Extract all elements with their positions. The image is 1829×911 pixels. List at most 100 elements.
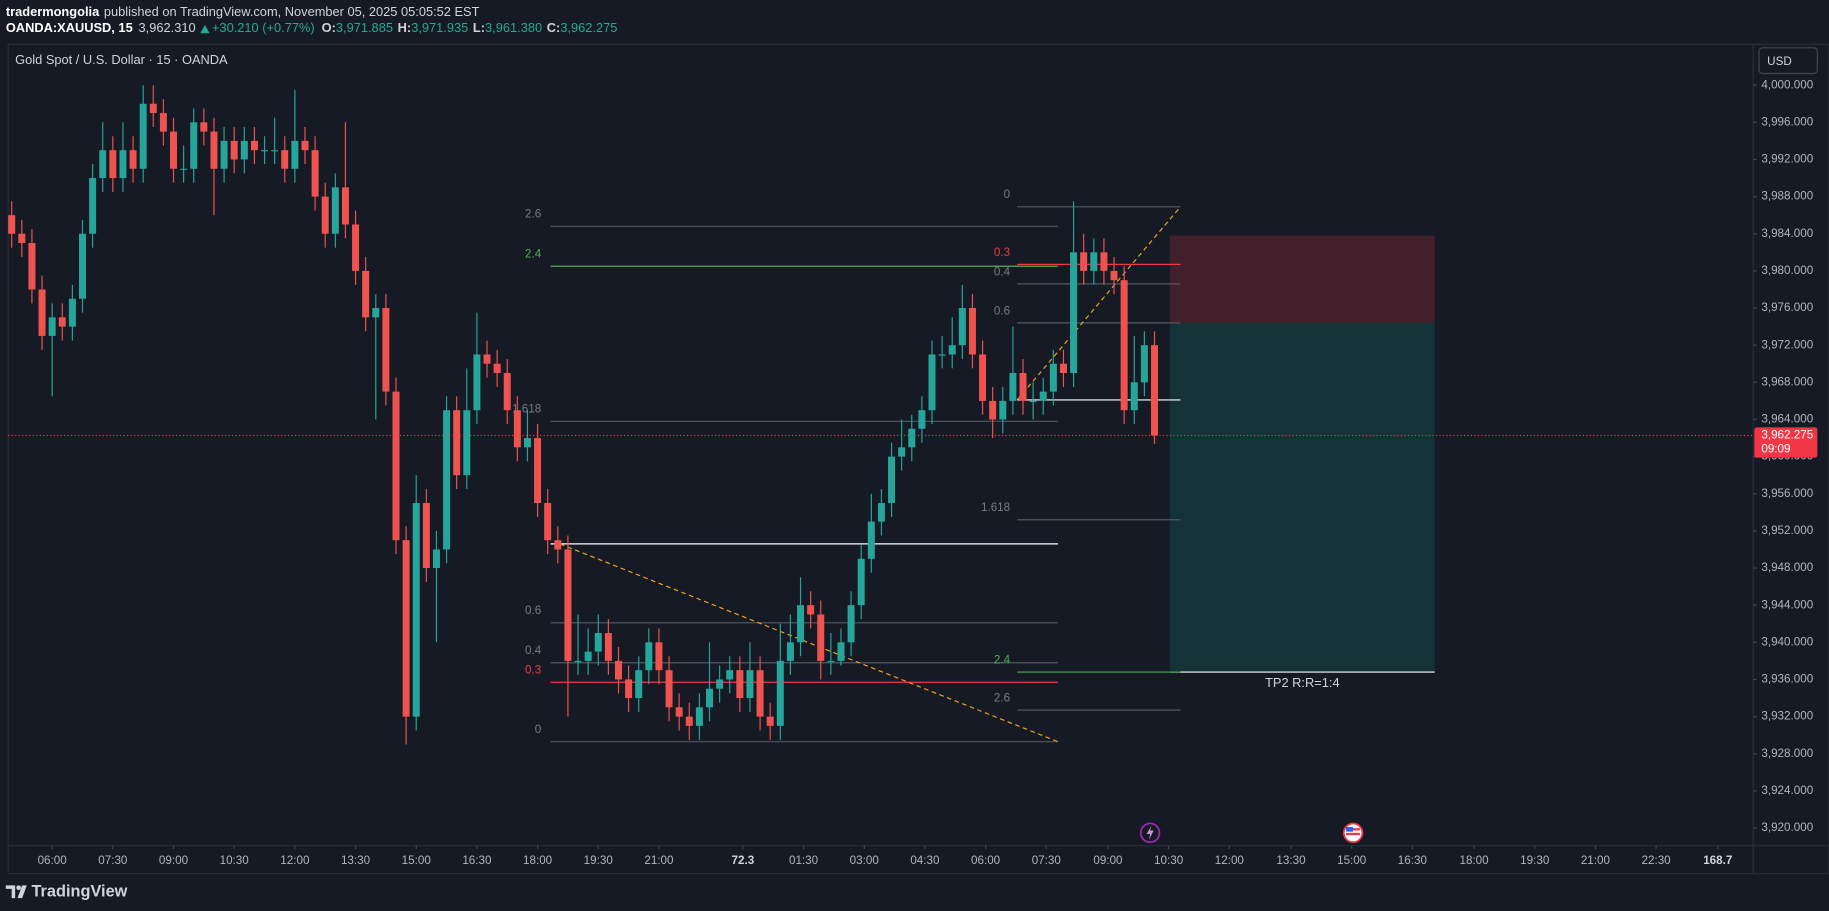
candle-body	[1110, 270, 1118, 281]
candle-body	[756, 670, 764, 717]
price: 3,962.310	[139, 21, 196, 36]
candle-body	[645, 642, 653, 671]
y-tick-label: 3,968.000	[1761, 375, 1813, 388]
x-tick-label: 12:00	[1215, 854, 1245, 867]
y-tick-label: 3,996.000	[1761, 115, 1813, 128]
candle-body	[18, 233, 26, 244]
candle-body	[675, 707, 683, 717]
candle-body	[523, 438, 531, 448]
y-tick-label: 3,952.000	[1761, 524, 1813, 537]
candle-body	[766, 716, 774, 726]
y-tick-label: 3,956.000	[1761, 487, 1813, 500]
candle-body	[200, 122, 208, 132]
x-tick-label: 72.3	[732, 854, 755, 867]
x-tick-label: 16:30	[462, 854, 492, 867]
candle-body	[28, 243, 36, 290]
lightning	[1146, 825, 1154, 840]
candle-body	[271, 150, 279, 152]
candle-body	[807, 605, 815, 615]
candle-body	[463, 410, 471, 476]
candle-body	[422, 503, 430, 569]
fib-label: 0.4	[525, 644, 542, 657]
y-tick-label: 3,964.000	[1761, 413, 1813, 426]
candle-body	[938, 354, 946, 356]
x-tick-label: 13:30	[341, 854, 371, 867]
candle-body	[68, 298, 76, 327]
fib-label: 0.3	[525, 664, 541, 677]
y-tick-label: 3,932.000	[1761, 710, 1813, 723]
candle-body	[584, 651, 592, 661]
candle-body	[655, 642, 663, 671]
chart-title: Gold Spot / U.S. Dollar · 15 · OANDA	[15, 52, 228, 67]
x-tick-label: 16:30	[1398, 854, 1428, 867]
flag-canton	[1346, 827, 1354, 832]
candle-body	[898, 447, 906, 457]
y-tick-label: 3,936.000	[1761, 673, 1813, 686]
fib-label: 0.3	[994, 246, 1010, 259]
y-tick-label: 3,944.000	[1761, 598, 1813, 611]
y-tick-label: 3,928.000	[1761, 747, 1813, 760]
ohlc-label: C:	[547, 21, 561, 36]
candle-body	[918, 410, 926, 429]
candle-body	[1130, 382, 1138, 411]
candle-body	[1049, 363, 1057, 392]
logo-mark	[5, 885, 27, 899]
candle-body	[372, 308, 380, 318]
fib-label: 0.6	[994, 304, 1010, 317]
y-tick-label: 3,980.000	[1761, 264, 1813, 277]
candle-body	[38, 289, 46, 336]
y-tick-label: 3,924.000	[1761, 784, 1813, 797]
candle-body	[78, 233, 86, 299]
header-line-1: tradermongolia published on TradingView.c…	[6, 4, 480, 19]
candle-body	[240, 140, 248, 160]
x-tick-label: 13:30	[1276, 854, 1306, 867]
candle-body	[706, 688, 714, 708]
candle-body	[948, 345, 956, 355]
stop-zone	[1169, 235, 1435, 323]
trend-line	[1016, 206, 1181, 401]
candle-body	[685, 716, 693, 726]
candle-body	[1150, 345, 1158, 436]
brand: TradingView	[31, 883, 127, 901]
x-tick-label: 03:00	[850, 854, 880, 867]
candle-body	[291, 140, 299, 169]
candle-body	[48, 317, 56, 336]
currency[interactable]: USD	[1767, 55, 1792, 68]
event-icon[interactable]	[1342, 822, 1364, 844]
y-tick-label: 3,992.000	[1761, 153, 1813, 166]
candle-body	[958, 308, 966, 346]
x-tick-label: 21:00	[644, 854, 674, 867]
currency-box[interactable]	[1758, 47, 1818, 75]
candle-body	[665, 670, 673, 708]
candle-body	[877, 503, 885, 522]
candle-body	[1029, 400, 1037, 403]
candle-body	[989, 400, 997, 420]
ohlc-label: L:	[473, 21, 485, 36]
candle-body	[534, 438, 542, 504]
candle-body	[1090, 252, 1098, 271]
candle-body	[726, 670, 734, 680]
candle-body	[554, 540, 562, 550]
candle-body	[261, 150, 269, 152]
candle-body	[604, 633, 612, 661]
x-tick-label: 10:30	[1154, 854, 1184, 867]
candle-body	[695, 707, 703, 726]
x-tick-label: 07:30	[98, 854, 128, 867]
candle-body	[908, 428, 916, 448]
last-price-tag	[1754, 427, 1818, 458]
candle-body	[1120, 280, 1128, 411]
candle-body	[210, 131, 218, 169]
y-tick-label: 3,940.000	[1761, 635, 1813, 648]
candle-body	[1100, 252, 1108, 271]
event-icon[interactable]	[1139, 822, 1161, 844]
fib-label: 0	[1004, 188, 1011, 201]
logo-dot	[16, 885, 21, 891]
author: tradermongolia	[6, 4, 100, 19]
candle-body	[1070, 252, 1078, 374]
candle-body	[8, 215, 16, 234]
candle-body	[432, 549, 440, 569]
candle-body	[170, 131, 178, 169]
candle-body	[58, 317, 66, 327]
candle-body	[786, 642, 794, 661]
x-tick-label: 19:30	[1520, 854, 1550, 867]
